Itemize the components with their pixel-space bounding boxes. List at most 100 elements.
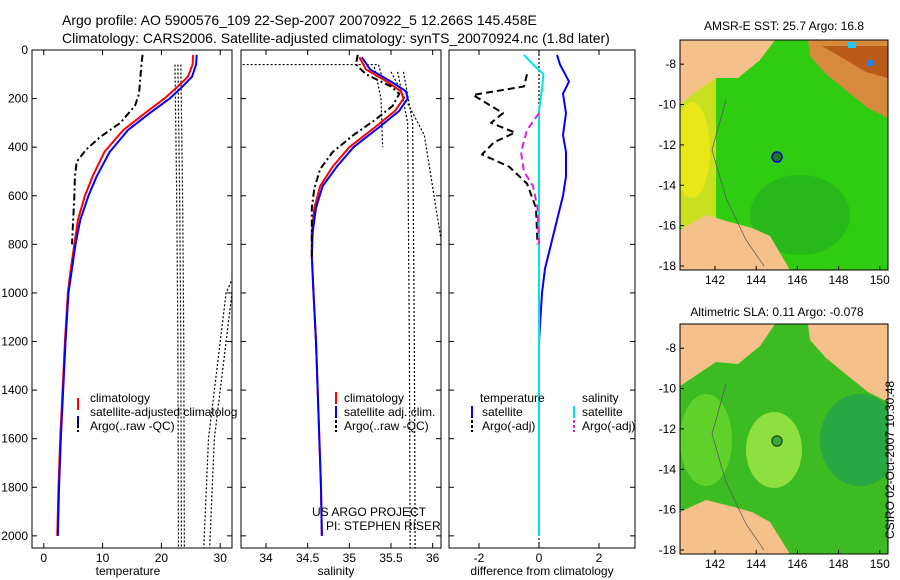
temperature-ytick-label-400: 400 (8, 140, 28, 154)
sst-cloud-pixel-1 (848, 42, 856, 48)
temperature-ytick-label-600: 600 (8, 189, 28, 203)
salinity-xtick-label-34: 34 (259, 551, 273, 565)
sst_map-xtick-label-142: 142 (705, 273, 725, 287)
sla_map-xtick-label-142: 142 (705, 557, 725, 571)
temperature-reference-line-4 (209, 291, 232, 548)
salinity-lines (242, 54, 441, 548)
salinity-xtick-label-34-5: 34.5 (296, 551, 320, 565)
figure-title-line1: Argo profile: AO 5900576_109 22-Sep-2007… (62, 12, 537, 28)
sla-map-frame (679, 323, 889, 555)
temperature-ytick-label-1800: 1800 (1, 480, 28, 494)
sla_map-ytick-label-12: -12 (659, 422, 677, 436)
sst_map-xtick-label-148: 148 (829, 273, 849, 287)
sla_map-xtick-label-146: 146 (787, 557, 807, 571)
salinity-legend: climatology satellite adj. clim. Argo(..… (335, 391, 435, 433)
sst-land-southwest (680, 215, 790, 270)
temperature-xtick-label-10: 10 (96, 551, 110, 565)
temperature-reference-line-3 (203, 277, 232, 548)
sla-land-north (680, 324, 775, 386)
temperature-legend: climatology satellite-adjusted climatolo… (77, 391, 237, 433)
sla-map-image (680, 324, 888, 554)
sst_map-ytick-label-10: -10 (659, 98, 677, 112)
difference-xtick-label-2: -2 (474, 551, 485, 565)
temperature-xtick-label-20: 20 (155, 551, 169, 565)
legend-label-argo: Argo(..raw -QC) (90, 419, 175, 433)
sla_map-ytick-label-8: -8 (665, 341, 676, 355)
sla_map-ytick-label-10: -10 (659, 382, 677, 396)
difference-xtick-label-2: 2 (596, 551, 603, 565)
legend-label-temp-argo: Argo(-adj) (482, 419, 535, 433)
temperature-ytick-label-2000: 2000 (1, 529, 28, 543)
sst-isobath-contour (711, 99, 765, 267)
temperature-ticks: 0 10 20 30 0 200 400 600 800 1000 1200 1400 1600 1800… (1, 43, 232, 565)
sst_map-xtick-label-146: 146 (787, 273, 807, 287)
sst_map-ytick-label-18: -18 (659, 259, 677, 273)
salinity-reference-line-4 (390, 71, 441, 240)
temperature-ytick-label-1400: 1400 (1, 383, 28, 397)
temperature-ytick-label-200: 200 (8, 92, 28, 106)
sst_map-ytick-label-8: -8 (665, 57, 676, 71)
sst-southern-sea (750, 175, 850, 255)
sst-land-north (680, 40, 775, 105)
temperature-series-argo-raw-qc (71, 54, 144, 245)
sst-map-image (680, 40, 888, 270)
difference-xlabel: difference from climatology (470, 564, 613, 578)
salinity-xtick-label-36: 36 (426, 551, 440, 565)
legend-label-sal-argo: Argo(-adj) (582, 419, 635, 433)
sla-map-ticks: 142 144 146 148 150 -8 -10 -12 -14 -16 -18 (659, 341, 890, 571)
sla_map-xtick-label-144: 144 (746, 557, 766, 571)
timestamp-label: CSIRO 02-Oct-2007 10:30:48 (883, 381, 897, 539)
difference-series-temperature-argo-adj (472, 74, 539, 245)
salinity-series-satellite-adj-clim (310, 56, 409, 536)
temperature-ytick-label-1000: 1000 (1, 286, 28, 300)
temperature-reference-line-1 (177, 64, 183, 548)
project-annotation: US ARGO PROJECT (312, 505, 427, 519)
sst_map-xtick-label-150: 150 (870, 273, 890, 287)
salinity-xlabel: salinity (318, 564, 355, 578)
temperature-xtick-label-30: 30 (214, 551, 228, 565)
sst_map-xtick-label-144: 144 (746, 273, 766, 287)
sla-map-title: Altimetric SLA: 0.11 Argo: -0.078 (690, 305, 864, 319)
legend-label-satellite: satellite-adjusted climatolog (90, 405, 237, 419)
legend-header-temperature: temperature (480, 391, 545, 405)
sla-land-southwest (680, 500, 790, 554)
sst-map-title: AMSR-E SST: 25.7 Argo: 16.8 (704, 19, 864, 33)
sla-land-northeast (808, 324, 888, 402)
temperature-axes-frame (31, 49, 233, 549)
legend-label-climatology: climatology (90, 391, 150, 405)
sst_map-ytick-label-12: -12 (659, 138, 677, 152)
sst-land-northeast-core (822, 46, 888, 78)
legend-label-sal-satellite: satellite (582, 405, 623, 419)
sla_map-ytick-label-14: -14 (659, 462, 677, 476)
legend-label-satellite: satellite adj. clim. (344, 405, 435, 419)
temperature-reference-line-2 (180, 64, 185, 548)
sst-map-ticks: 142 144 146 148 150 -8 -10 -12 -14 -16 -18 (659, 57, 890, 287)
salinity-panel: 34 34.5 35 35.5 36 salinity climatology sate… (240, 49, 442, 578)
sla-east-low (820, 394, 888, 486)
difference-legend: temperature salinity satellite Argo(-adj… (471, 391, 635, 433)
temperature-ytick-label-1600: 1600 (1, 432, 28, 446)
temperature-ytick-label-800: 800 (8, 237, 28, 251)
temperature-reference-line-0 (174, 64, 180, 548)
sst-map-frame (679, 39, 889, 271)
sst_map-ytick-label-16: -16 (659, 219, 677, 233)
salinity-xtick-label-35-5: 35.5 (379, 551, 403, 565)
sst-west-warm-core (680, 102, 710, 198)
legend-label-temp-satellite: satellite (482, 405, 523, 419)
difference-xtick-label-0: 0 (536, 551, 543, 565)
sla_map-xtick-label-150: 150 (870, 557, 890, 571)
salinity-ticks: 34 34.5 35 35.5 36 (241, 49, 441, 565)
sst-cloud-pixel-2 (868, 60, 874, 66)
difference-series-temperature-satellite (538, 54, 570, 536)
temperature-xtick-label-0: 0 (40, 551, 47, 565)
sst-map-panel: AMSR-E SST: 25.7 Argo: 16.8 142 144 146 148… (659, 19, 890, 287)
sla_map-xtick-label-148: 148 (829, 557, 849, 571)
temperature-ytick-label-1200: 1200 (1, 335, 28, 349)
difference-panel: -2 0 2 difference from climatology tempera… (448, 49, 636, 578)
temperature-xlabel: temperature (96, 564, 161, 578)
temperature-panel: 0 10 20 30 0 200 400 600 800 1000 1200 1400 1600 1800… (1, 43, 237, 578)
difference-ticks: -2 0 2 (449, 49, 635, 565)
temperature-lines (56, 54, 232, 548)
sst-argo-marker (771, 151, 783, 163)
